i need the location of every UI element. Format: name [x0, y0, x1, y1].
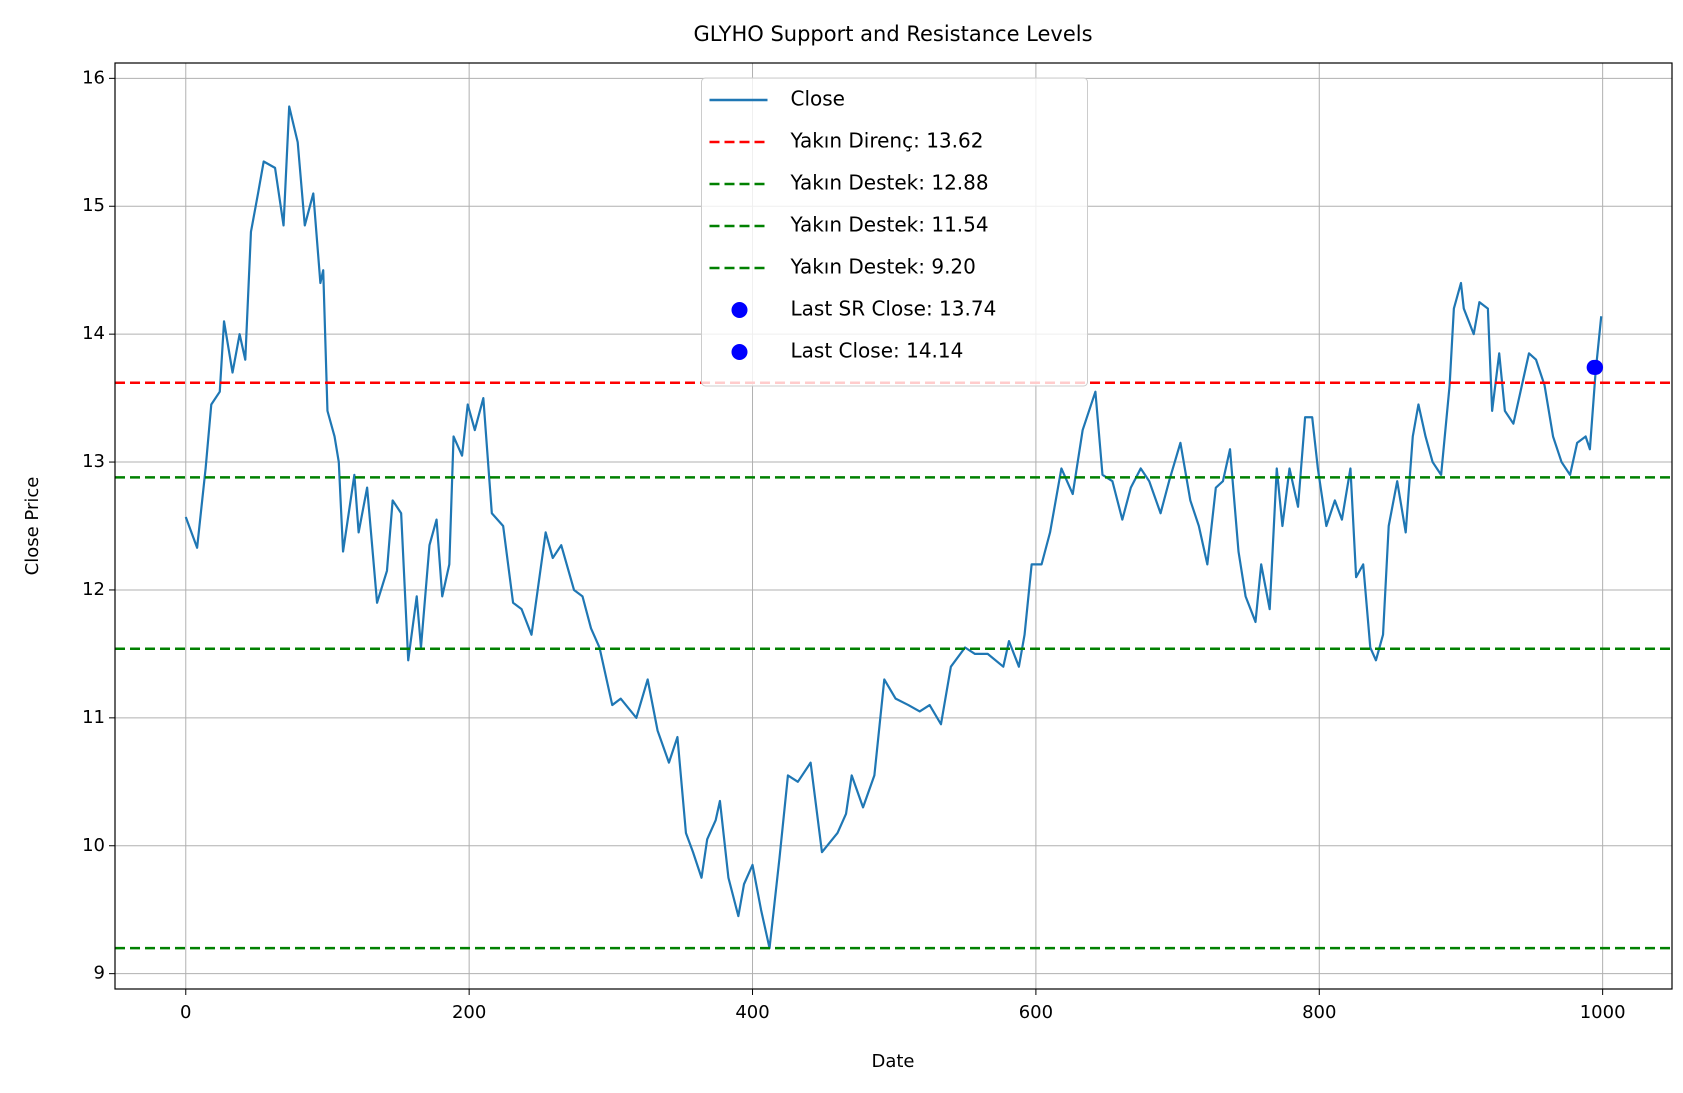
legend-label: Close — [791, 87, 845, 111]
x-tick-label: 400 — [735, 1002, 769, 1023]
legend-label: Yakın Destek: 11.54 — [790, 213, 989, 237]
legend-box — [701, 77, 1088, 387]
point-marker — [1588, 359, 1604, 375]
x-tick-label: 600 — [1019, 1002, 1053, 1023]
y-tick-label: 16 — [82, 67, 105, 88]
y-tick-label: 11 — [82, 707, 105, 728]
y-tick-label: 15 — [82, 195, 105, 216]
y-tick-label: 10 — [82, 835, 105, 856]
legend-label: Yakın Destek: 12.88 — [790, 171, 989, 195]
legend-label: Last SR Close: 13.74 — [791, 297, 997, 321]
legend-marker — [731, 344, 748, 360]
y-axis-label: Close Price — [22, 477, 43, 576]
legend-label: Yakın Destek: 9.20 — [790, 255, 976, 279]
y-tick-label: 13 — [82, 451, 105, 472]
price-line — [184, 105, 1603, 950]
y-tick-label: 14 — [82, 323, 105, 344]
x-tick-label: 0 — [180, 1002, 191, 1023]
axes-frame — [114, 62, 1673, 990]
legend-marker — [731, 302, 748, 318]
x-axis-label: Date — [871, 1051, 914, 1072]
legend-label: Yakın Direnç: 13.62 — [790, 129, 984, 153]
chart-title: GLYHO Support and Resistance Levels — [693, 22, 1092, 46]
x-tick-label: 800 — [1302, 1002, 1336, 1023]
x-tick-label: 200 — [452, 1002, 486, 1023]
legend-label: Last Close: 14.14 — [791, 339, 964, 363]
x-tick-label: 1000 — [1580, 1002, 1626, 1023]
y-tick-label: 9 — [94, 963, 105, 984]
y-tick-label: 12 — [82, 579, 105, 600]
